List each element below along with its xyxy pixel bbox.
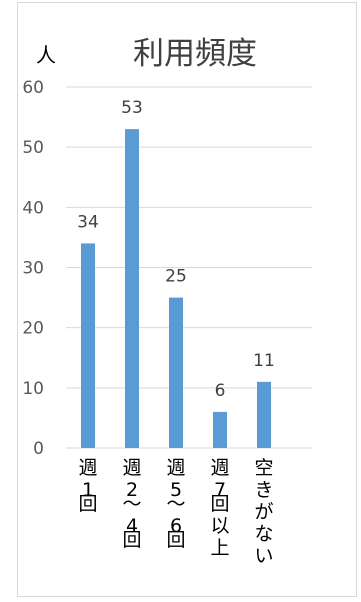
y-axis-tick-labels: 0 10 20 30 40 50 60 <box>22 78 44 459</box>
data-labels: 34 53 25 6 11 <box>77 98 275 401</box>
y-tick-label: 20 <box>22 319 44 339</box>
bar <box>257 381 271 448</box>
data-label: 11 <box>253 351 275 371</box>
y-tick-label: 30 <box>22 259 44 279</box>
bar <box>125 129 139 448</box>
bars <box>81 129 271 448</box>
bar <box>169 297 183 448</box>
y-axis-unit-label: 人 <box>36 43 56 67</box>
bar <box>81 243 95 448</box>
category-label: 空きがない <box>254 457 273 567</box>
gridlines <box>66 86 312 449</box>
chart-frame <box>17 2 357 597</box>
data-label: 53 <box>121 98 143 118</box>
category-label: 週 5 〜 6 回 <box>166 457 185 551</box>
y-tick-label: 10 <box>22 379 44 399</box>
category-labels: 週 1 回 週 2 〜 4 回 週 5 〜 6 回 週 7 回以上 空きがない <box>78 457 273 567</box>
y-tick-label: 60 <box>22 78 44 98</box>
data-label: 34 <box>77 212 99 232</box>
chart-title: 利用頻度 <box>133 36 257 72</box>
y-tick-label: 50 <box>22 138 44 158</box>
category-label: 週 7 回以上 <box>210 457 229 559</box>
data-label: 6 <box>215 381 226 401</box>
y-tick-label: 40 <box>22 198 44 218</box>
category-label: 週 2 〜 4 回 <box>122 457 141 551</box>
data-label: 25 <box>165 267 187 287</box>
bar <box>213 411 227 448</box>
y-tick-label: 0 <box>33 439 44 459</box>
